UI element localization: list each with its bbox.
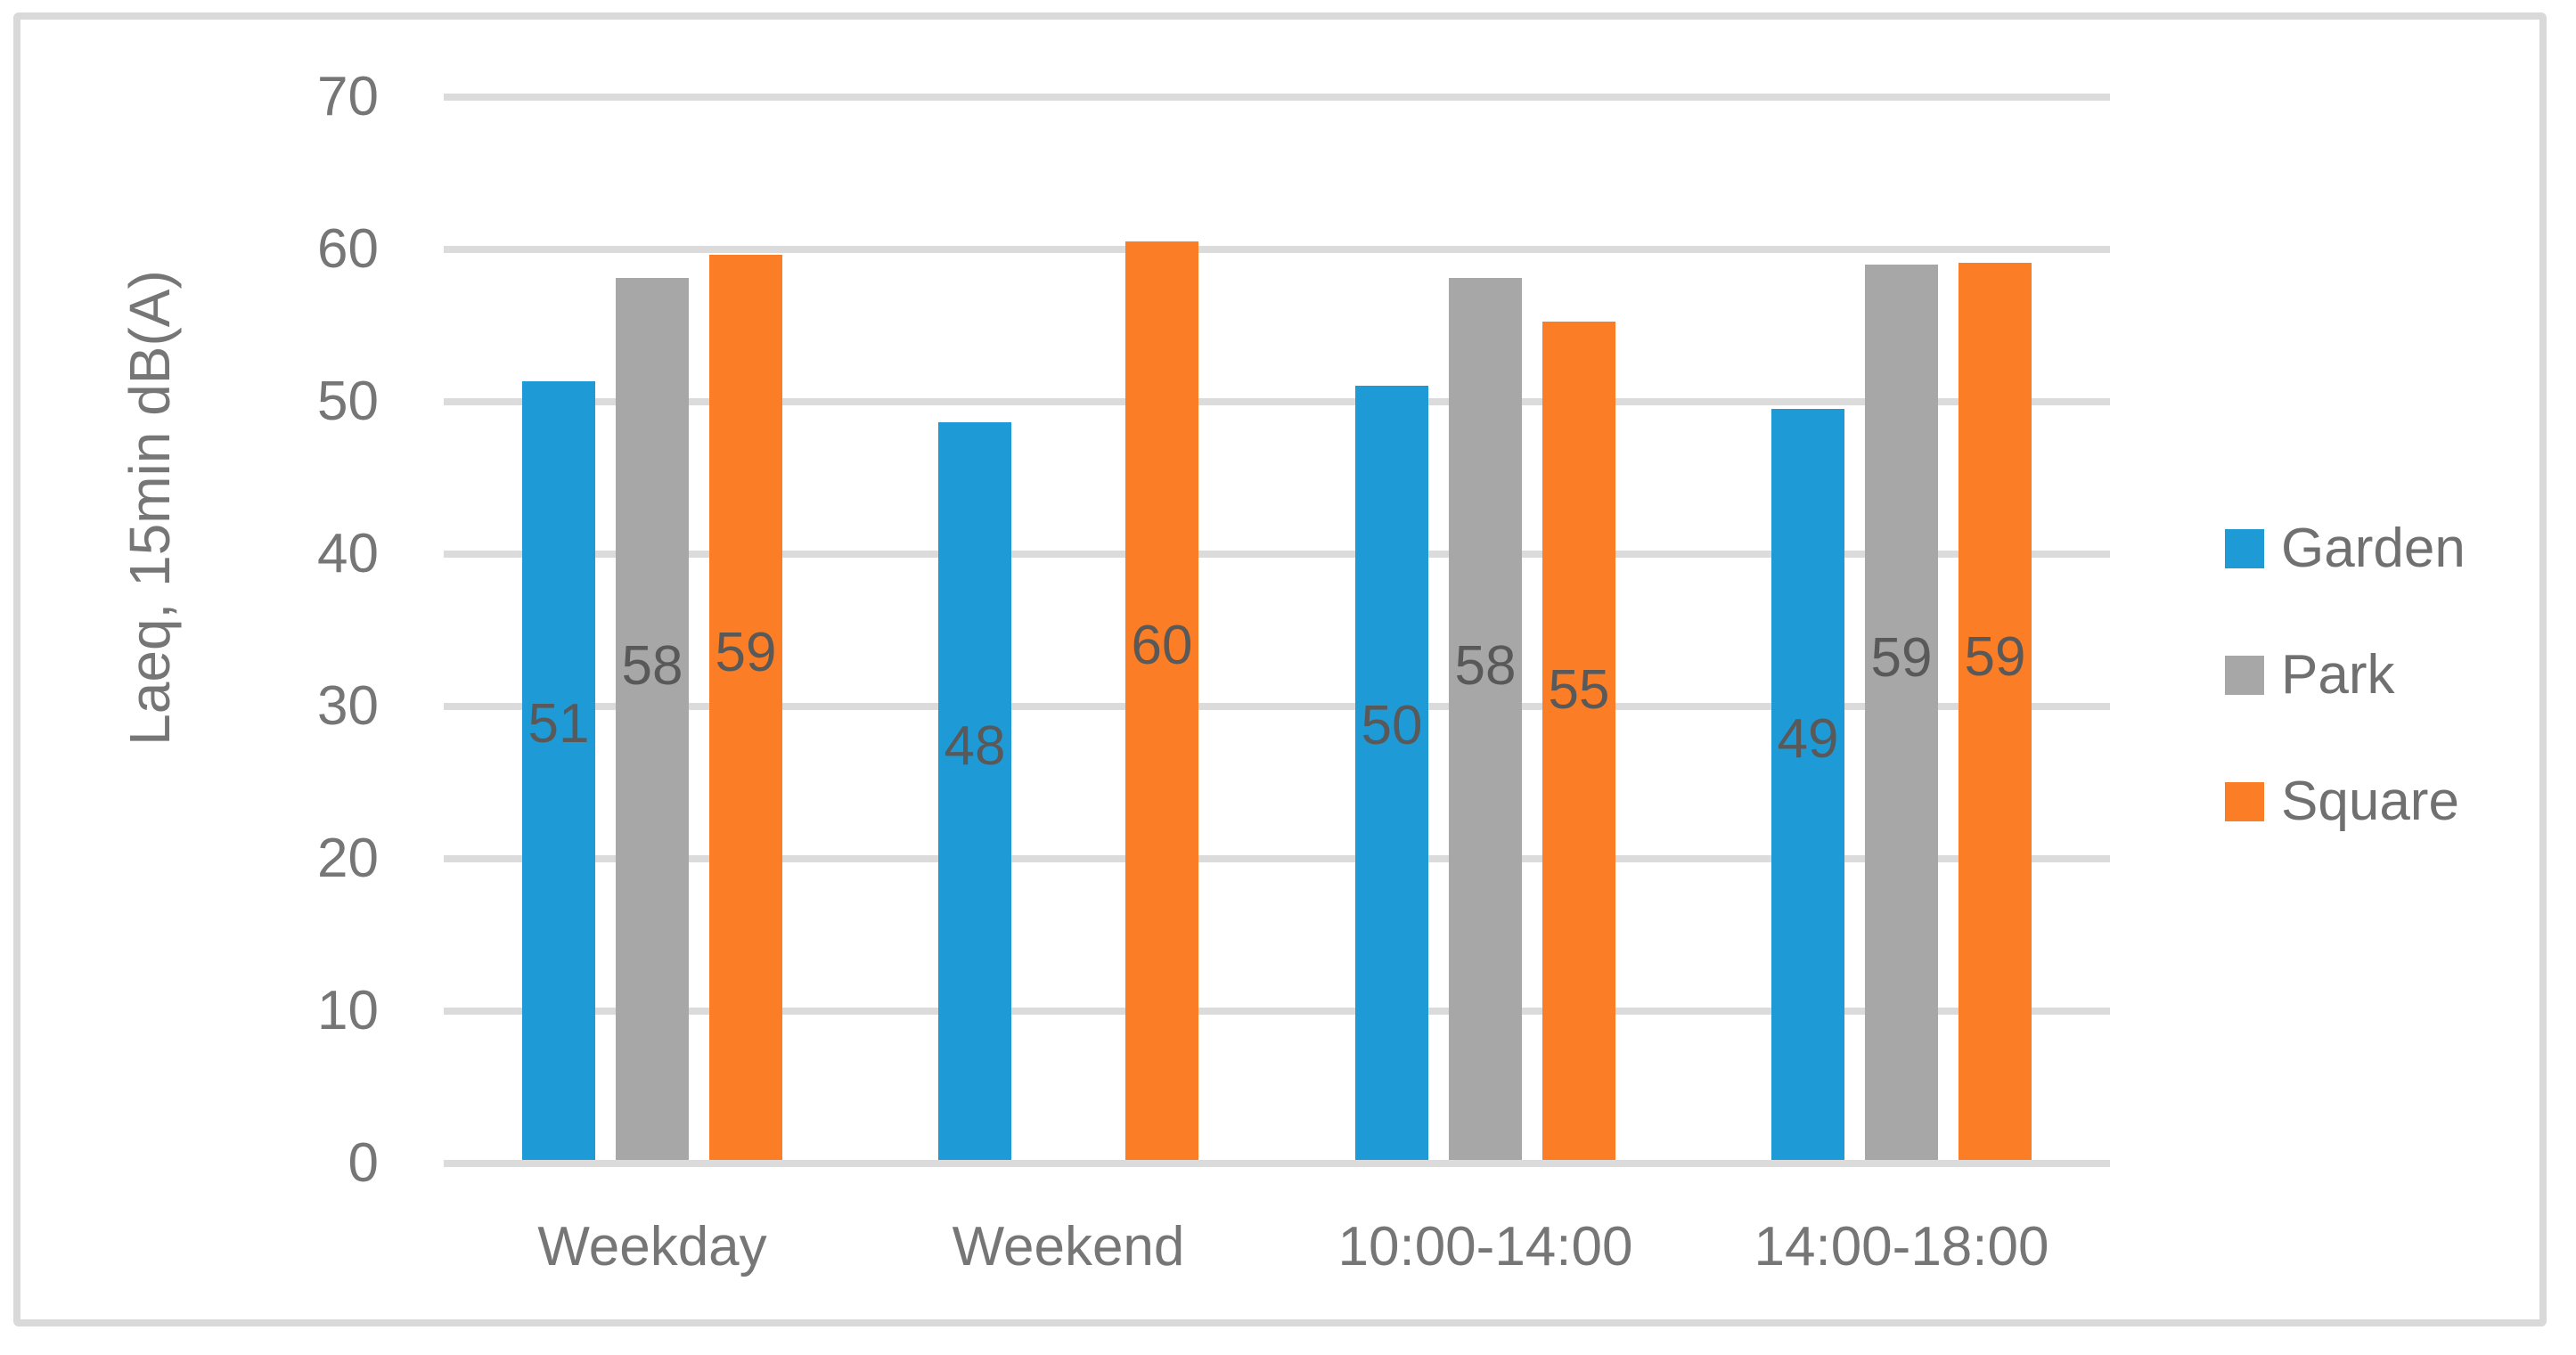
data-label: 59 xyxy=(715,622,777,683)
legend-swatch-square xyxy=(2225,782,2264,821)
y-tick-label: 70 xyxy=(317,66,379,127)
bar-garden-0 xyxy=(522,381,595,1160)
legend-label-park: Park xyxy=(2281,644,2395,706)
gridline xyxy=(444,855,2110,862)
gridline xyxy=(444,551,2110,558)
bar-garden-2 xyxy=(1355,386,1428,1160)
y-tick-label: 30 xyxy=(317,675,379,737)
gridline xyxy=(444,1008,2110,1015)
y-tick-label: 10 xyxy=(317,980,379,1041)
data-label: 58 xyxy=(1454,635,1517,697)
bar-square-0 xyxy=(709,255,782,1160)
data-label: 58 xyxy=(621,635,683,697)
bar-garden-1 xyxy=(938,422,1011,1160)
bar-garden-3 xyxy=(1771,409,1844,1160)
bar-park-0 xyxy=(616,278,689,1160)
bar-square-2 xyxy=(1542,322,1615,1160)
data-label: 59 xyxy=(1964,626,2026,688)
bar-square-3 xyxy=(1959,263,2032,1160)
x-axis-label: Weekend xyxy=(952,1216,1185,1277)
y-tick-label: 20 xyxy=(317,828,379,889)
y-axis-title: Laeq, 15min dB(A) xyxy=(118,270,182,746)
gridline xyxy=(444,246,2110,253)
x-axis-label: Weekday xyxy=(537,1216,767,1277)
y-tick-label: 0 xyxy=(348,1132,379,1194)
data-label: 51 xyxy=(527,693,590,755)
legend-label-square: Square xyxy=(2281,771,2459,832)
legend-label-garden: Garden xyxy=(2281,518,2466,579)
data-label: 48 xyxy=(944,715,1006,777)
y-tick-label: 60 xyxy=(317,218,379,280)
legend-swatch-park xyxy=(2225,656,2264,695)
bar-park-2 xyxy=(1449,278,1522,1160)
data-label: 50 xyxy=(1361,695,1423,756)
data-label: 59 xyxy=(1870,627,1933,689)
legend-swatch-garden xyxy=(2225,529,2264,568)
gridline xyxy=(444,398,2110,405)
bar-park-3 xyxy=(1865,265,1938,1160)
gridline xyxy=(444,94,2110,101)
data-label: 55 xyxy=(1548,659,1610,721)
x-axis-label: 14:00-18:00 xyxy=(1754,1216,2049,1277)
x-axis-label: 10:00-14:00 xyxy=(1337,1216,1633,1277)
data-label: 49 xyxy=(1777,708,1839,770)
y-tick-label: 50 xyxy=(317,371,379,432)
data-label: 60 xyxy=(1131,615,1193,676)
gridline xyxy=(444,703,2110,710)
chart-frame xyxy=(13,12,2547,1326)
gridline xyxy=(444,1160,2110,1167)
y-tick-label: 40 xyxy=(317,523,379,584)
bar-square-1 xyxy=(1125,241,1198,1160)
